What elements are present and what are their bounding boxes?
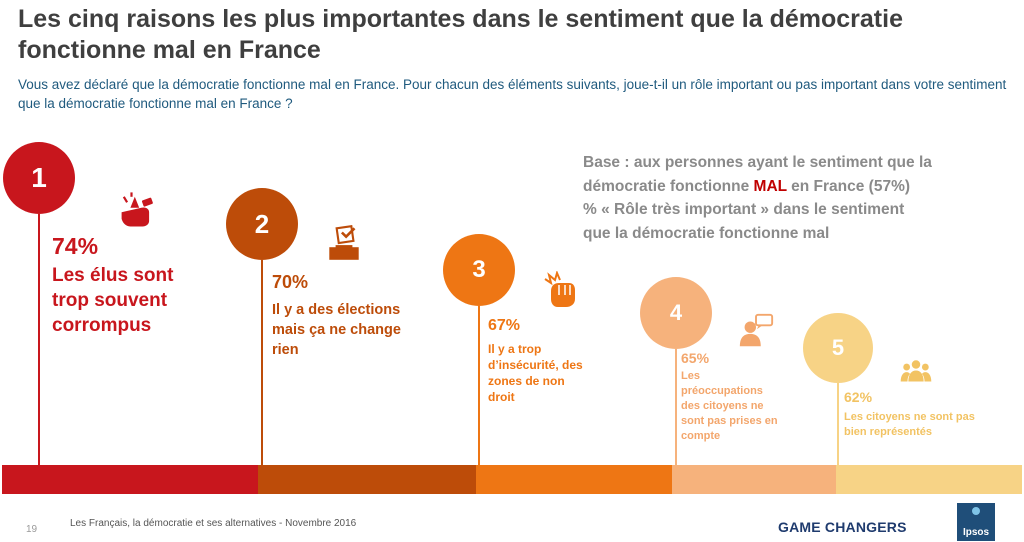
item-description-line: droit xyxy=(488,390,515,404)
base-note-line: % « Rôle très important » dans le sentim… xyxy=(583,201,905,218)
item-stem xyxy=(38,214,40,475)
corruption-hand-icon xyxy=(115,188,159,237)
rank-circle: 1 xyxy=(3,142,75,214)
baseline-segment xyxy=(672,465,836,494)
item-description: Les élus sont trop souvent corrompus xyxy=(52,263,173,338)
item-description-line: d’insécurité, des xyxy=(488,358,583,372)
baseline-segment xyxy=(836,465,1022,494)
item-description: Les citoyens ne sont pas bien représentés xyxy=(844,410,975,439)
value-label: 65% xyxy=(681,350,710,366)
item-description-line: des citoyens ne xyxy=(681,400,764,412)
item-description-line: corrompus xyxy=(52,315,152,336)
base-note-line: démocratie fonctionne MAL en France (57%… xyxy=(583,177,911,195)
value-label: 62% xyxy=(844,389,873,405)
item-description: Il y a trop d’insécurité, des zones de non… xyxy=(488,341,583,405)
rank-circle: 2 xyxy=(226,188,298,260)
ballot-box-icon xyxy=(323,222,365,269)
rank-circle: 3 xyxy=(443,234,515,306)
item-description-line: Les élus sont xyxy=(52,265,174,286)
base-note-line: que la démocratie fonctionne mal xyxy=(583,224,830,242)
page-title: Les cinq raisons les plus importantes da… xyxy=(18,5,903,64)
item-description-line: bien représentés xyxy=(844,425,933,438)
item-description-line: Il y a trop xyxy=(488,342,542,356)
item-stem xyxy=(675,349,677,475)
item-description-line: Il y a des élections xyxy=(272,302,401,318)
fist-impact-icon xyxy=(541,270,581,316)
value-label: 74% xyxy=(52,233,99,259)
baseline-segment xyxy=(476,465,672,494)
baseline-segment xyxy=(2,465,258,494)
item-description-line: trop souvent xyxy=(52,290,168,311)
item-description-line: Les citoyens ne sont pas xyxy=(844,411,975,423)
brand-tagline: GAME CHANGERS xyxy=(778,519,907,535)
source-note: Les Français, la démocratie et ses alter… xyxy=(70,518,357,529)
item-description-line: compte xyxy=(681,430,721,442)
value-label: 70% xyxy=(272,272,309,292)
item-description-line: sont pas prises en xyxy=(681,415,778,427)
base-note-line: Base : aux personnes ayant le sentiment … xyxy=(583,154,932,171)
item-description-line: zones de non xyxy=(488,374,565,388)
item-stem xyxy=(837,383,839,475)
item-description-line: préoccupations xyxy=(681,385,763,397)
base-note-highlight: MAL xyxy=(753,177,787,195)
rank-circle: 5 xyxy=(803,313,873,383)
baseline-segment xyxy=(258,465,476,494)
rank-circle: 4 xyxy=(640,277,712,349)
group-icon xyxy=(899,356,933,395)
item-description-line: Les xyxy=(681,370,700,382)
item-description-line: rien xyxy=(272,342,299,358)
item-description: Les préoccupations des citoyens ne sont pas… xyxy=(681,369,778,444)
item-stem xyxy=(478,306,480,475)
page-number: 19 xyxy=(26,524,38,535)
person-speech-icon xyxy=(737,312,775,355)
value-label: 67% xyxy=(488,317,521,334)
item-description: Il y a des élections mais ça ne change rie… xyxy=(272,300,401,360)
ipsos-logo: Ipsos xyxy=(957,503,995,541)
item-description-line: mais ça ne change xyxy=(272,322,401,338)
question-text: Vous avez déclaré que la démocratie fonc… xyxy=(18,77,1007,111)
base-note: Base : aux personnes ayant le sentiment … xyxy=(583,151,1003,245)
item-stem xyxy=(261,260,263,475)
